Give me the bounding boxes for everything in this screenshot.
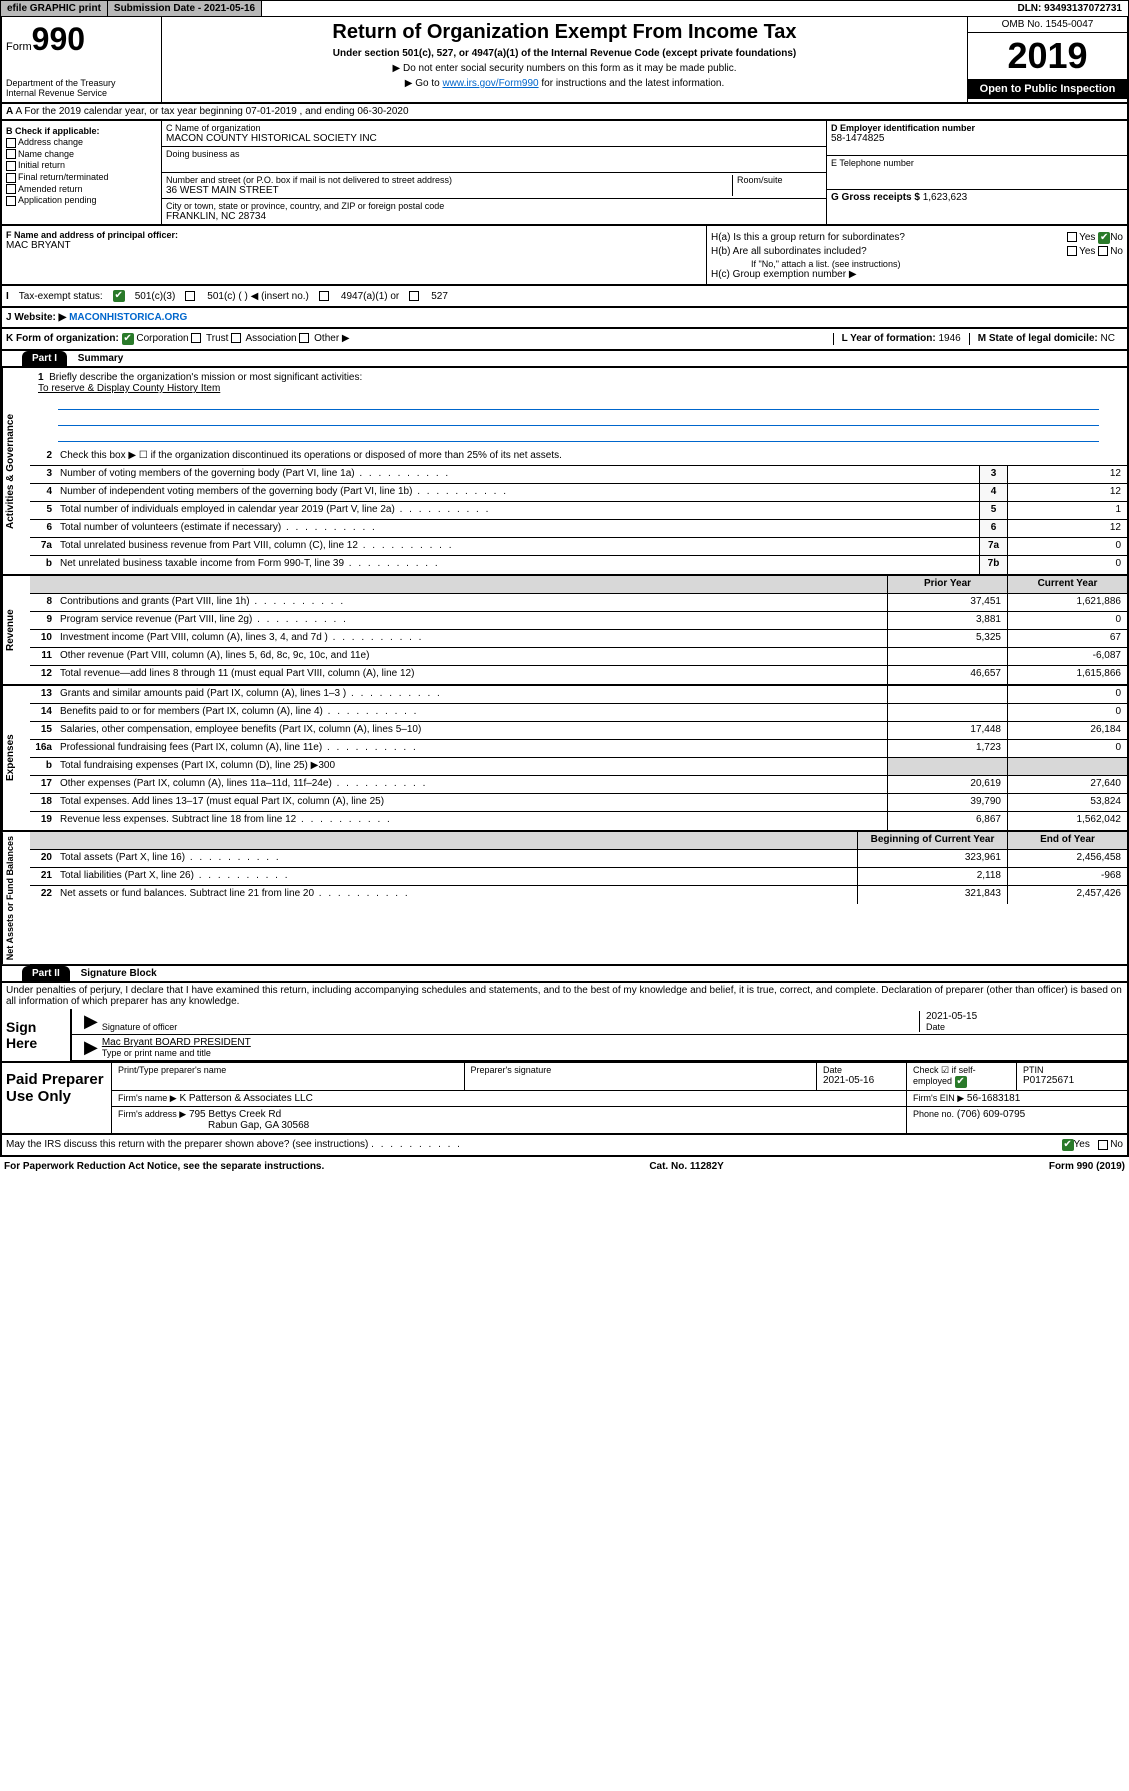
row-k: K Form of organization: ✔ Corporation Tr… [0,329,1129,351]
website-link[interactable]: MACONHISTORICA.ORG [69,312,187,323]
box-deg: D Employer identification number 58-1474… [827,121,1127,224]
org-city: FRANKLIN, NC 28734 [166,211,822,222]
efile-label[interactable]: efile GRAPHIC print [1,1,107,16]
form-title: Return of Organization Exempt From Incom… [166,21,963,44]
submission-date: Submission Date - 2021-05-16 [107,1,262,16]
mission-text: To reserve & Display County History Item [38,383,1119,394]
instruct-1: ▶ Do not enter social security numbers o… [166,63,963,74]
open-inspection: Open to Public Inspection [968,79,1127,99]
form-header: Form990 Department of the Treasury Inter… [0,17,1129,104]
exp-side-label: Expenses [2,686,30,830]
section-a: A A For the 2019 calendar year, or tax y… [0,104,1129,121]
footer: For Paperwork Reduction Act Notice, see … [0,1157,1129,1176]
part-ii-header: Part II [22,966,70,981]
dln: DLN: 93493137072731 [1011,1,1128,16]
sign-here-label: Sign Here [2,1009,72,1061]
governance-section: Activities & Governance 1 Briefly descri… [0,368,1129,576]
form-subtitle: Under section 501(c), 527, or 4947(a)(1)… [166,48,963,59]
revenue-section: Revenue Prior YearCurrent Year 8Contribu… [0,576,1129,686]
ein: 58-1474825 [831,133,1123,144]
instruct-2: ▶ Go to www.irs.gov/Form990 for instruct… [166,78,963,89]
box-c: C Name of organization MACON COUNTY HIST… [162,121,827,224]
omb-no: OMB No. 1545-0047 [968,17,1127,33]
row-i: I Tax-exempt status: ✔501(c)(3) 501(c) (… [0,286,1129,308]
preparer-block: Paid Preparer Use Only Print/Type prepar… [0,1063,1129,1135]
gross-receipts: 1,623,623 [923,192,968,203]
netassets-section: Net Assets or Fund Balances Beginning of… [0,832,1129,966]
discuss-row: May the IRS discuss this return with the… [0,1135,1129,1157]
org-address: 36 WEST MAIN STREET [166,185,732,196]
irs-link[interactable]: www.irs.gov/Form990 [442,78,538,89]
officer-name: MAC BRYANT [6,240,702,251]
part-i-header: Part I [22,351,67,366]
gov-side-label: Activities & Governance [2,368,30,574]
org-name: MACON COUNTY HISTORICAL SOCIETY INC [166,133,822,144]
perjury-text: Under penalties of perjury, I declare th… [2,983,1127,1009]
top-bar: efile GRAPHIC print Submission Date - 20… [0,0,1129,17]
tax-year: 2019 [968,33,1127,79]
row-bcd: B Check if applicable: Address change Na… [0,121,1129,226]
signature-block: Under penalties of perjury, I declare th… [0,983,1129,1063]
dept-treasury: Department of the Treasury Internal Reve… [6,78,157,98]
rev-side-label: Revenue [2,576,30,684]
row-fh: F Name and address of principal officer:… [0,226,1129,286]
form-number: Form990 [6,21,157,58]
net-side-label: Net Assets or Fund Balances [2,832,30,964]
paid-preparer-label: Paid Preparer Use Only [2,1063,112,1133]
row-j: J Website: ▶ MACONHISTORICA.ORG [0,308,1129,329]
expenses-section: Expenses 13Grants and similar amounts pa… [0,686,1129,832]
check-icon: ✔ [113,290,125,302]
firm-name: K Patterson & Associates LLC [179,1093,312,1104]
officer-typed: Mac Bryant BOARD PRESIDENT [102,1037,1119,1048]
box-b: B Check if applicable: Address change Na… [2,121,162,224]
